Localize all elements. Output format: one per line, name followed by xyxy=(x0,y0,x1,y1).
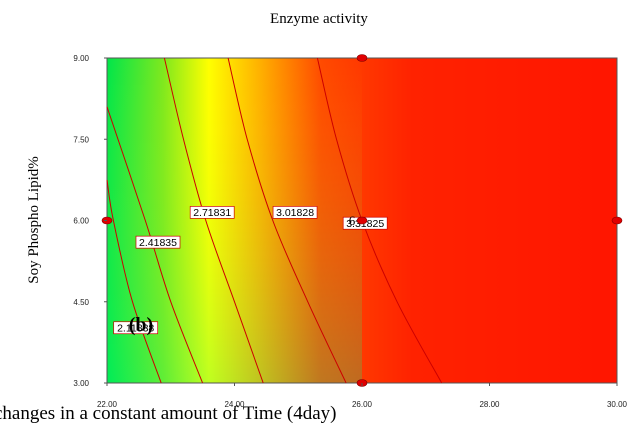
x-tick-label-1: 22.00 xyxy=(97,400,118,409)
design-point-4 xyxy=(611,216,623,225)
contour-line-3 xyxy=(163,57,264,384)
contour-label-4: 3.01828 xyxy=(276,207,314,219)
design-point-1 xyxy=(356,54,368,62)
x-tick-label-5: 30.00 xyxy=(607,400,628,409)
center-point-count: 6 xyxy=(349,213,356,228)
contour-label-box-4 xyxy=(272,206,318,219)
y-tick-label-2: 4.50 xyxy=(73,298,89,307)
x-tick-label-2: 24.00 xyxy=(224,400,245,409)
caption: changes in a constant amount of Time (4d… xyxy=(0,403,336,424)
contour-label-box-1 xyxy=(113,321,159,335)
contour-line-4 xyxy=(227,57,347,384)
x-tick-label-4: 28.00 xyxy=(479,400,500,409)
chart-title: Enzyme activity xyxy=(270,11,368,27)
contour-line-2 xyxy=(106,106,204,384)
panel-label: (b) xyxy=(129,314,153,336)
y-axis-label: Soy Phospho Lipid% xyxy=(26,156,42,284)
y-tick-label-1: 3.00 xyxy=(73,379,89,388)
contour-label-1: 2.11838 xyxy=(117,323,154,335)
y-tick-label-5: 9.00 xyxy=(73,54,89,63)
x-tick-label-3: 26.00 xyxy=(352,400,373,409)
design-point-3 xyxy=(356,216,368,225)
contour-label-box-3 xyxy=(189,206,235,219)
contour-label-box-2 xyxy=(135,235,181,249)
contour-label-3: 2.71831 xyxy=(193,207,231,219)
contour-line-1 xyxy=(106,179,162,384)
contour-label-5: 3.31825 xyxy=(346,218,384,230)
y-tick-label-3: 6.00 xyxy=(73,217,89,226)
contour-label-2: 2.41835 xyxy=(139,237,177,249)
y-tick-label-4: 7.50 xyxy=(73,135,89,144)
